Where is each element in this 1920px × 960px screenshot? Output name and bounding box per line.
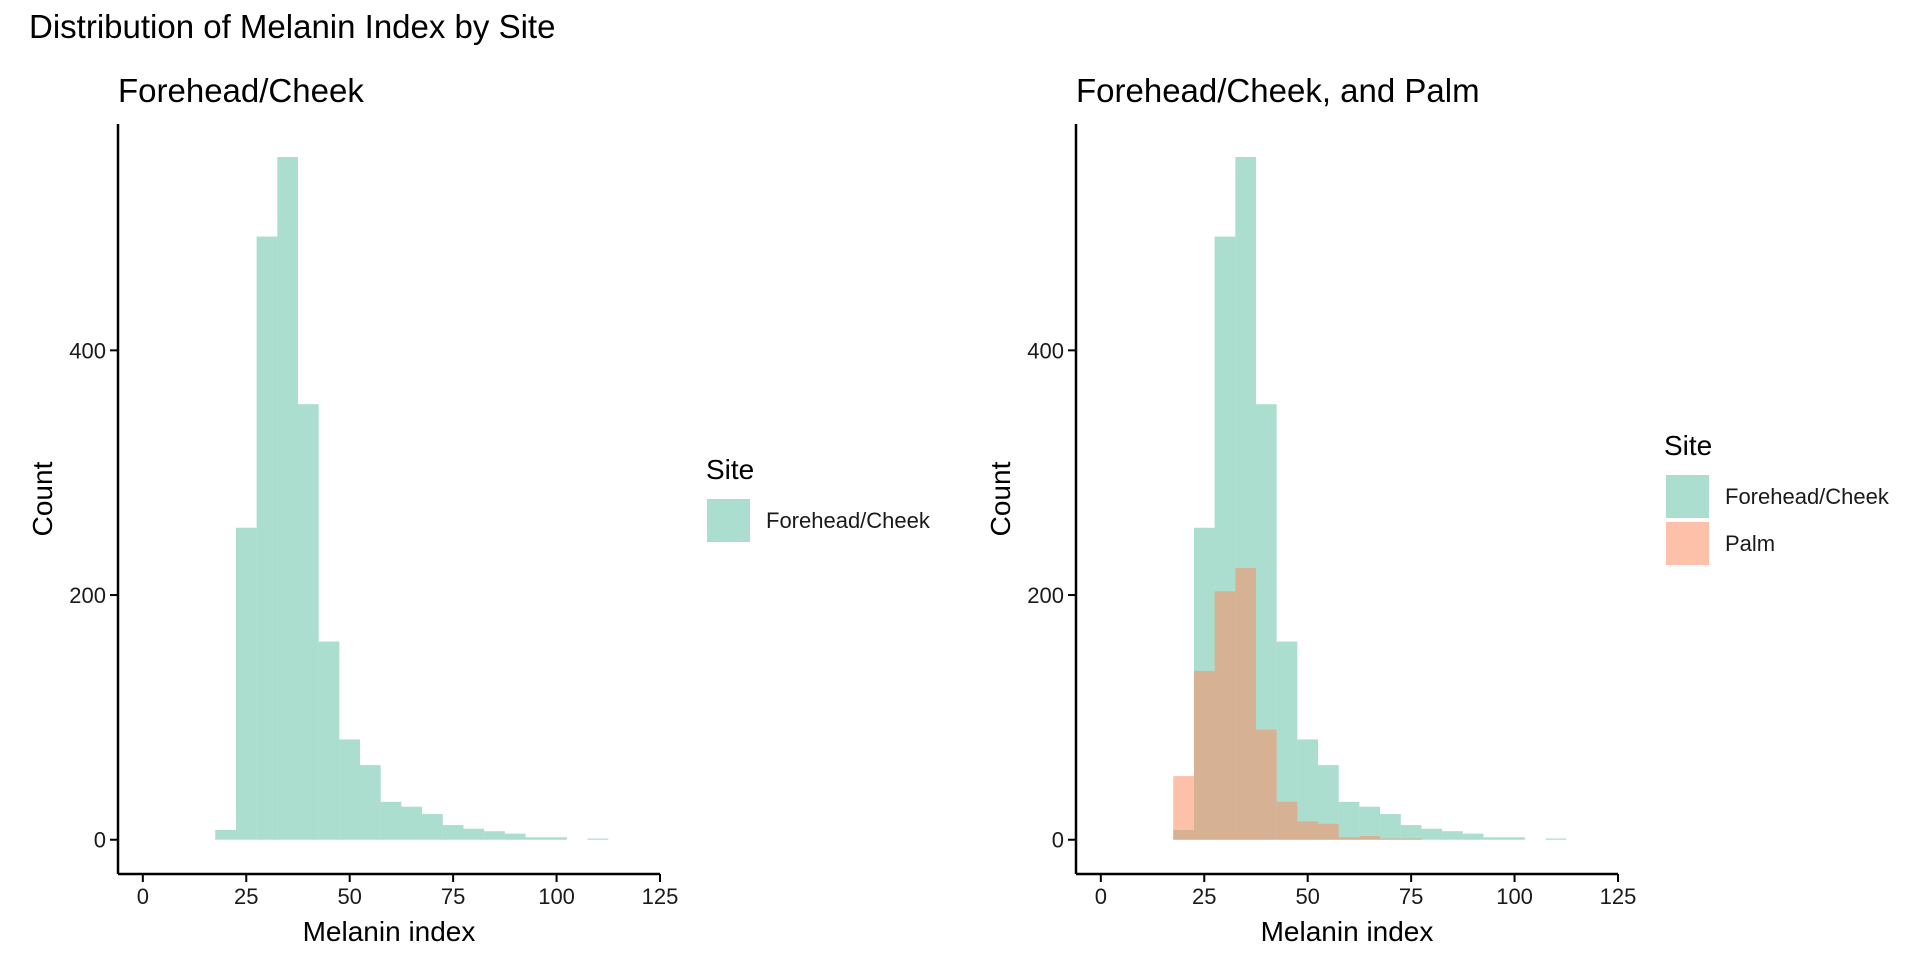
x-tick-label: 125 bbox=[642, 884, 679, 909]
histogram-bar bbox=[1421, 828, 1443, 840]
legend-key bbox=[707, 499, 750, 542]
histogram-bar bbox=[587, 838, 609, 840]
histogram-bar bbox=[256, 236, 278, 840]
y-tick-label: 400 bbox=[69, 338, 106, 363]
histogram-bar bbox=[1504, 837, 1525, 840]
histogram-bar bbox=[1380, 838, 1401, 840]
y-tick-label: 0 bbox=[1052, 828, 1064, 853]
y-axis-label: Count bbox=[27, 461, 58, 536]
x-tick-label: 50 bbox=[1295, 884, 1319, 909]
histogram-bar bbox=[339, 739, 361, 840]
histogram-bar bbox=[1338, 837, 1360, 840]
histogram-bar bbox=[1318, 765, 1339, 840]
histogram-bar bbox=[1173, 776, 1194, 840]
histogram-bar bbox=[1483, 837, 1505, 840]
x-tick-label: 0 bbox=[137, 884, 149, 909]
histogram-bar bbox=[1380, 814, 1401, 840]
histogram-bar bbox=[318, 641, 340, 840]
histogram-bar bbox=[1255, 729, 1277, 840]
histogram-bar bbox=[484, 831, 505, 840]
x-tick-label: 50 bbox=[337, 884, 361, 909]
panel-title: Forehead/Cheek bbox=[118, 72, 364, 109]
x-axis-label: Melanin index bbox=[1261, 916, 1434, 947]
histogram-bar bbox=[1276, 641, 1298, 840]
x-tick-label: 100 bbox=[538, 884, 575, 909]
x-tick-label: 0 bbox=[1095, 884, 1107, 909]
x-tick-label: 100 bbox=[1496, 884, 1533, 909]
histogram-bar bbox=[1214, 591, 1236, 840]
x-tick-label: 25 bbox=[1192, 884, 1216, 909]
histogram-bar bbox=[215, 829, 236, 840]
x-axis-label: Melanin index bbox=[303, 916, 476, 947]
histogram-bar bbox=[1297, 821, 1319, 840]
y-tick-label: 400 bbox=[1027, 338, 1064, 363]
histogram-bar bbox=[1359, 806, 1381, 840]
histogram-bar bbox=[1338, 801, 1360, 840]
legend-key bbox=[1666, 522, 1709, 565]
histogram-bar bbox=[463, 828, 485, 840]
histogram-bar bbox=[1276, 801, 1298, 840]
legend-key bbox=[1666, 475, 1709, 518]
histogram-bar bbox=[401, 806, 423, 840]
histogram-bar bbox=[422, 814, 443, 840]
legend-title: Site bbox=[706, 454, 754, 485]
histogram-bar bbox=[1193, 670, 1215, 840]
legend-title: Site bbox=[1664, 430, 1712, 461]
histogram-bar bbox=[546, 837, 567, 840]
histogram-bar bbox=[380, 801, 402, 840]
y-tick-label: 0 bbox=[94, 828, 106, 853]
x-tick-label: 25 bbox=[234, 884, 258, 909]
legend-entry-label: Palm bbox=[1725, 531, 1775, 556]
x-tick-label: 75 bbox=[1399, 884, 1423, 909]
histogram-bar bbox=[1462, 833, 1484, 840]
x-tick-label: 75 bbox=[441, 884, 465, 909]
histogram-bar bbox=[1400, 825, 1422, 840]
histogram-bar bbox=[1442, 831, 1463, 840]
histogram-bar bbox=[1297, 739, 1319, 840]
histogram-bar bbox=[1400, 838, 1422, 840]
x-tick-label: 125 bbox=[1600, 884, 1637, 909]
figure-title: Distribution of Melanin Index by Site bbox=[29, 8, 556, 45]
histogram-bar bbox=[1359, 836, 1381, 840]
histogram-bar bbox=[235, 527, 257, 840]
y-tick-label: 200 bbox=[69, 583, 106, 608]
legend-entry-label: Forehead/Cheek bbox=[766, 508, 931, 533]
histogram-bar bbox=[1235, 568, 1256, 840]
histogram-bar bbox=[360, 765, 381, 840]
histogram-bar bbox=[277, 157, 298, 840]
panel-title: Forehead/Cheek, and Palm bbox=[1076, 72, 1480, 109]
y-tick-label: 200 bbox=[1027, 583, 1064, 608]
legend-entry-label: Forehead/Cheek bbox=[1725, 484, 1890, 509]
histogram-bar bbox=[1545, 838, 1567, 840]
histogram-bar bbox=[442, 825, 464, 840]
histogram-bar bbox=[504, 833, 526, 840]
histogram-bar bbox=[1318, 823, 1339, 840]
histogram-bar bbox=[297, 404, 319, 840]
histogram-bar bbox=[525, 837, 547, 840]
y-axis-label: Count bbox=[985, 461, 1016, 536]
